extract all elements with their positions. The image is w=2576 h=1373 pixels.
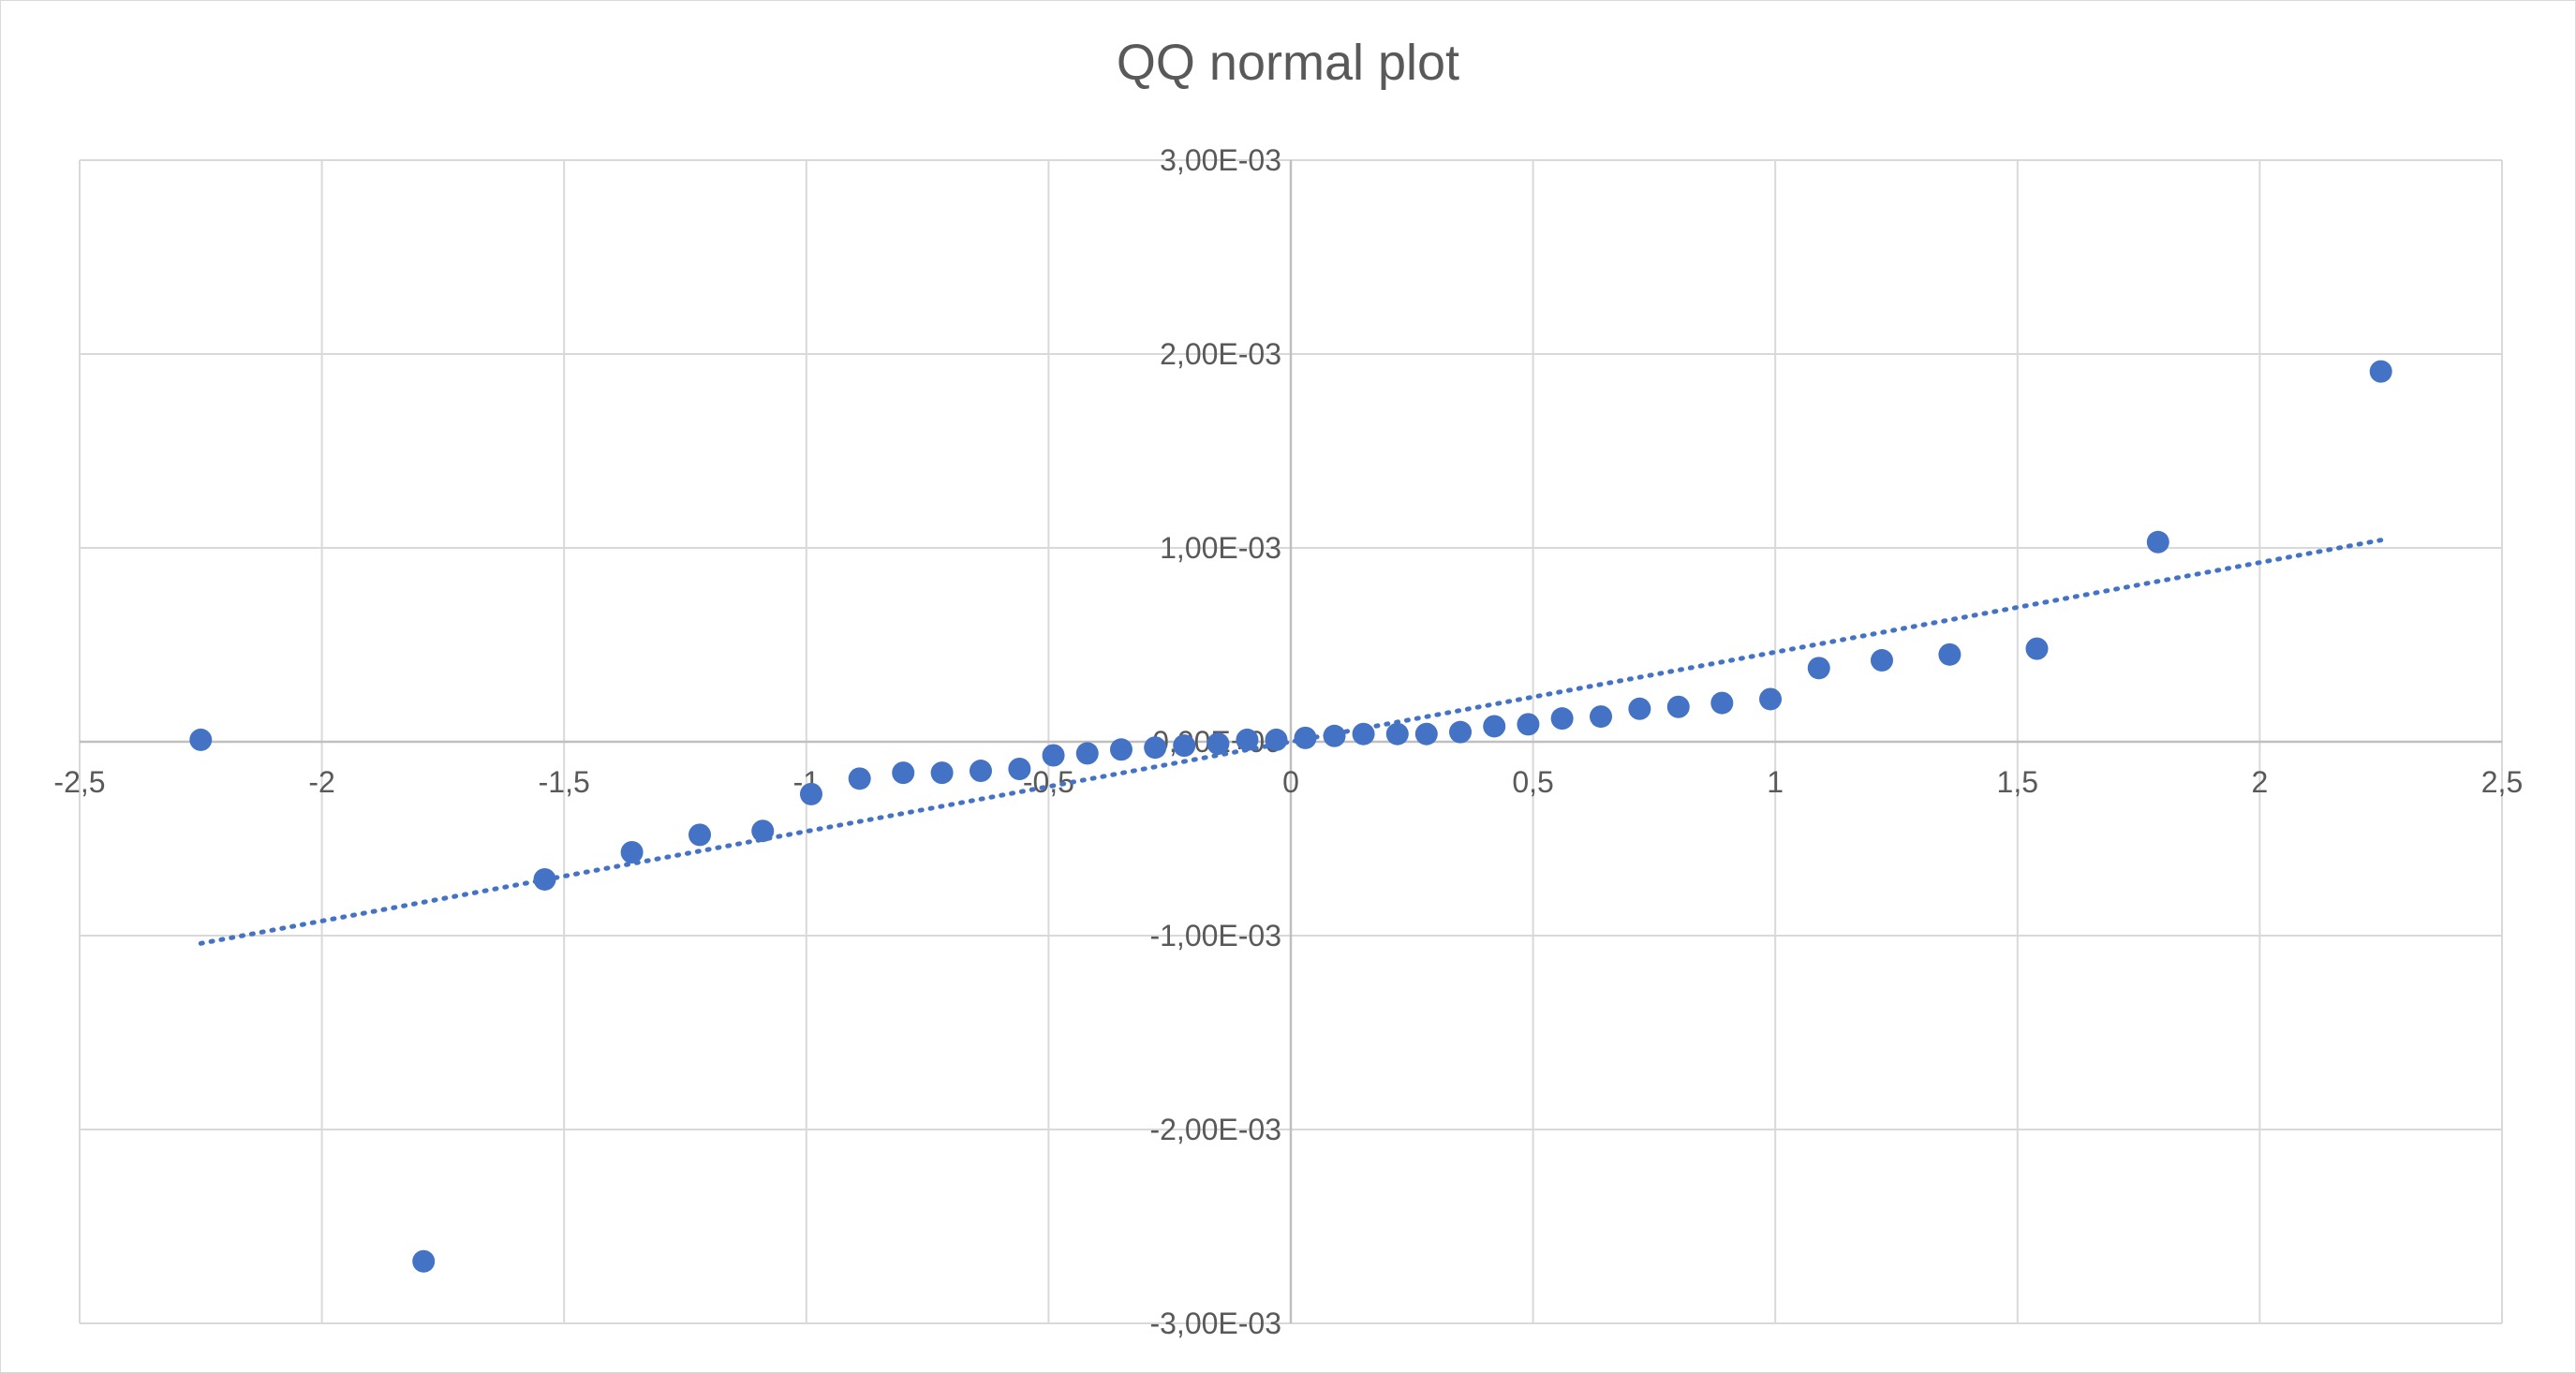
data-point (2146, 530, 2169, 554)
x-tick-label: 1,5 (1997, 765, 2038, 799)
data-point (1008, 757, 1031, 780)
data-point (1042, 744, 1065, 767)
data-point (2369, 360, 2392, 383)
x-tick-label: 0,5 (1512, 765, 1553, 799)
data-point (969, 760, 992, 783)
data-point (1385, 722, 1409, 746)
data-point (1265, 728, 1288, 751)
data-point (751, 819, 775, 843)
data-point (533, 867, 556, 891)
trendline (198, 538, 2384, 946)
data-point (848, 767, 871, 790)
data-point (1759, 687, 1783, 711)
data-point (1294, 726, 1317, 749)
data-point (892, 761, 915, 785)
data-point (1236, 728, 1259, 751)
data-point (1414, 722, 1438, 746)
data-point (1207, 732, 1230, 756)
data-point (930, 761, 954, 785)
y-tick-label: -2,00E-03 (1149, 1113, 1281, 1146)
data-point (1323, 724, 1346, 747)
data-point (1449, 720, 1473, 744)
y-tick-label: -1,00E-03 (1149, 919, 1281, 952)
chart-title: QQ normal plot (1116, 35, 1460, 91)
data-point (1870, 649, 1893, 672)
data-point (1075, 742, 1099, 765)
x-tick-label: 1 (1767, 765, 1784, 799)
data-point (1483, 715, 1506, 738)
data-point (1710, 691, 1734, 715)
data-point (2025, 637, 2049, 660)
data-point (799, 782, 822, 805)
x-tick-label: 0 (1282, 765, 1299, 799)
data-point (1144, 736, 1167, 760)
data-point (1517, 713, 1540, 736)
y-tick-label: -3,00E-03 (1149, 1307, 1281, 1340)
data-point (1666, 695, 1690, 718)
data-point (1590, 705, 1613, 729)
data-point (1352, 722, 1375, 746)
data-point (1938, 642, 1962, 666)
data-point (189, 728, 213, 751)
x-tick-label: -0,5 (1023, 765, 1074, 799)
data-point (1173, 734, 1196, 758)
data-point (1109, 738, 1133, 761)
x-tick-label: -2,5 (53, 765, 105, 799)
y-tick-label: 3,00E-03 (1160, 143, 1281, 177)
data-point (1807, 657, 1830, 680)
x-tick-label: -2 (308, 765, 334, 799)
data-point (688, 823, 712, 847)
y-tick-label: 1,00E-03 (1160, 531, 1281, 565)
data-point (1550, 707, 1574, 731)
data-point (620, 840, 644, 864)
y-tick-label: 2,00E-03 (1160, 337, 1281, 371)
x-tick-label: -1,5 (539, 765, 590, 799)
x-tick-label: 2 (2252, 765, 2269, 799)
x-tick-label: 2,5 (2481, 765, 2523, 799)
data-point (1628, 697, 1651, 720)
data-point (412, 1249, 436, 1273)
